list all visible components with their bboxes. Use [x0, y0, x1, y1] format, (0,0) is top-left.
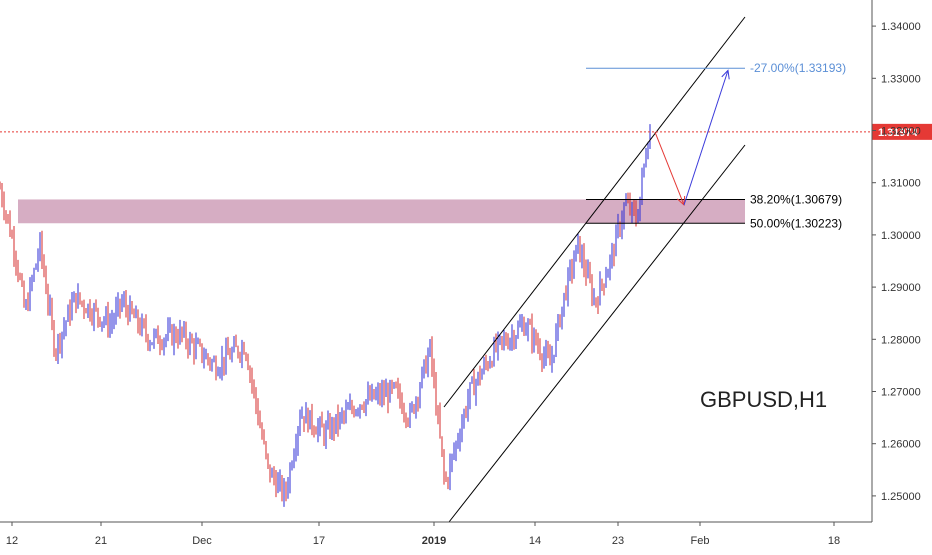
price-tick-label: 1.32000 [881, 126, 921, 138]
projection-up-arrow-head [721, 69, 730, 80]
time-tick-label: 23 [612, 535, 624, 547]
support-zone [18, 199, 745, 224]
fib-levels-layer: 1.31974 -27.00%(1.33193) 38.20%(1.30679) 50… [0, 61, 932, 230]
price-tick-label: 1.28000 [881, 334, 921, 346]
axes-layer: 1.34000 1.33000 1.32000 1.31000 1.30000 1.290… [0, 0, 921, 547]
price-tick-label: 1.26000 [881, 439, 921, 451]
time-tick-label: 17 [313, 535, 325, 547]
time-tick-label: 2019 [422, 535, 446, 547]
price-tick-label: 1.31000 [881, 178, 921, 190]
projection-down-arrow [654, 131, 685, 206]
channel-upper-line [443, 16, 746, 408]
current-price-badge [872, 123, 932, 140]
fib-level-label: 38.20%(1.30679) [750, 192, 842, 206]
candles-layer [0, 124, 651, 507]
support-zone-layer [18, 199, 745, 224]
time-tick-label: 18 [828, 535, 840, 547]
projection-up-arrow [683, 70, 729, 206]
price-tick-label: 1.33000 [881, 73, 921, 85]
trend-channel-layer [443, 16, 746, 523]
projection-arrows-layer [654, 69, 730, 207]
current-price-label: 1.31974 [878, 127, 919, 139]
price-tick-label: 1.30000 [881, 230, 921, 242]
time-tick-label: 12 [6, 535, 18, 547]
fib-level-label: -27.00%(1.33193) [750, 61, 846, 75]
time-tick-label: Feb [691, 535, 710, 547]
price-tick-label: 1.27000 [881, 387, 921, 399]
price-tick-label: 1.25000 [881, 491, 921, 503]
channel-lower-line [448, 144, 746, 523]
price-tick-label: 1.34000 [881, 21, 921, 33]
fib-level-label: 50.00%(1.30223) [750, 216, 842, 230]
symbol-label: GBPUSD,H1 [700, 387, 827, 412]
time-tick-label: 14 [529, 535, 541, 547]
time-tick-label: Dec [192, 535, 212, 547]
time-tick-label: 21 [95, 535, 107, 547]
price-tick-label: 1.29000 [881, 282, 921, 294]
